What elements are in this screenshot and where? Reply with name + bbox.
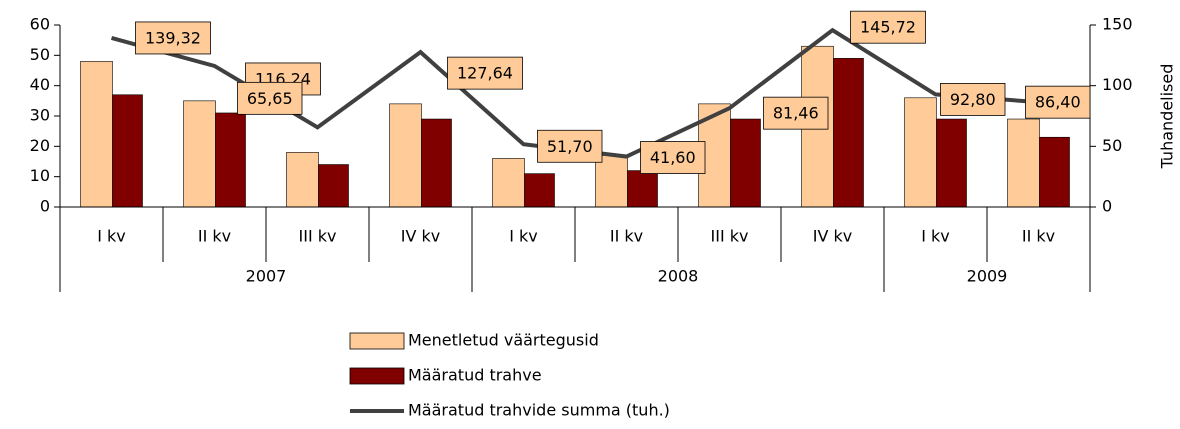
data-label: 145,72: [860, 18, 916, 37]
bar: [421, 118, 452, 208]
y-tick-label: 60: [30, 15, 50, 34]
x-tick-label: III kv: [711, 227, 749, 246]
y2-axis-label: Tuhandelised: [1158, 64, 1177, 170]
data-label-box: [940, 83, 1006, 116]
bar: [286, 152, 319, 208]
bar: [1007, 118, 1040, 208]
y-tick-label: 10: [30, 166, 50, 185]
legend-swatch: [349, 367, 405, 385]
bar: [595, 155, 628, 208]
y-tick-label: 20: [30, 136, 50, 155]
x-tick-label: II kv: [1022, 227, 1055, 246]
legend-label: Määratud trahvide summa (tuh.): [408, 401, 670, 420]
group-label: 2007: [246, 267, 287, 286]
y-tick-label: 50: [30, 45, 50, 64]
x-tick-label: I kv: [97, 227, 126, 246]
legend-label: Menetletud väärtegusid: [408, 331, 599, 350]
bar: [80, 61, 113, 208]
bar: [524, 173, 555, 208]
data-label-box: [447, 56, 523, 90]
data-label: 41,60: [650, 148, 696, 167]
data-label: 86,40: [1035, 93, 1081, 112]
y2-tick-label: 150: [1102, 15, 1133, 34]
legend-swatch: [349, 332, 405, 350]
y-tick-label: 30: [30, 106, 50, 125]
data-label: 51,70: [547, 137, 593, 156]
data-label-box: [135, 21, 211, 55]
bar: [833, 58, 864, 208]
data-label-box: [850, 10, 926, 44]
bar: [183, 100, 216, 208]
legend-label: Määratud trahve: [408, 366, 542, 385]
data-label-box: [640, 141, 706, 174]
x-tick-label: IV kv: [813, 227, 852, 246]
bar: [318, 164, 349, 208]
y-tick-label: 40: [30, 75, 50, 94]
y2-tick-label: 0: [1102, 197, 1112, 216]
bar: [389, 103, 422, 208]
x-tick-label: II kv: [610, 227, 643, 246]
group-label: 2008: [658, 267, 699, 286]
data-label-box: [537, 129, 603, 163]
x-tick-label: III kv: [299, 227, 337, 246]
data-label: 92,80: [950, 90, 996, 109]
y2-tick-label: 50: [1102, 136, 1122, 155]
bar: [215, 112, 246, 208]
bar: [492, 158, 525, 208]
y-tick-label: 0: [40, 197, 50, 216]
data-label-box: [1025, 85, 1091, 119]
x-tick-label: II kv: [198, 227, 231, 246]
bar: [627, 170, 658, 208]
bar: [1039, 136, 1070, 208]
group-label: 2009: [967, 267, 1008, 286]
bar: [936, 118, 967, 208]
data-label: 81,46: [773, 104, 819, 123]
bar: [904, 97, 937, 208]
bar: [112, 94, 143, 208]
x-tick-label: I kv: [921, 227, 950, 246]
data-label-box: [763, 96, 829, 130]
x-tick-label: I kv: [509, 227, 538, 246]
y2-tick-label: 100: [1102, 75, 1133, 94]
x-tick-label: IV kv: [401, 227, 440, 246]
bar: [730, 118, 761, 208]
data-label-box: [237, 81, 303, 115]
data-label: 139,32: [145, 28, 201, 47]
data-label: 127,64: [457, 64, 513, 83]
data-label: 65,65: [247, 89, 293, 108]
